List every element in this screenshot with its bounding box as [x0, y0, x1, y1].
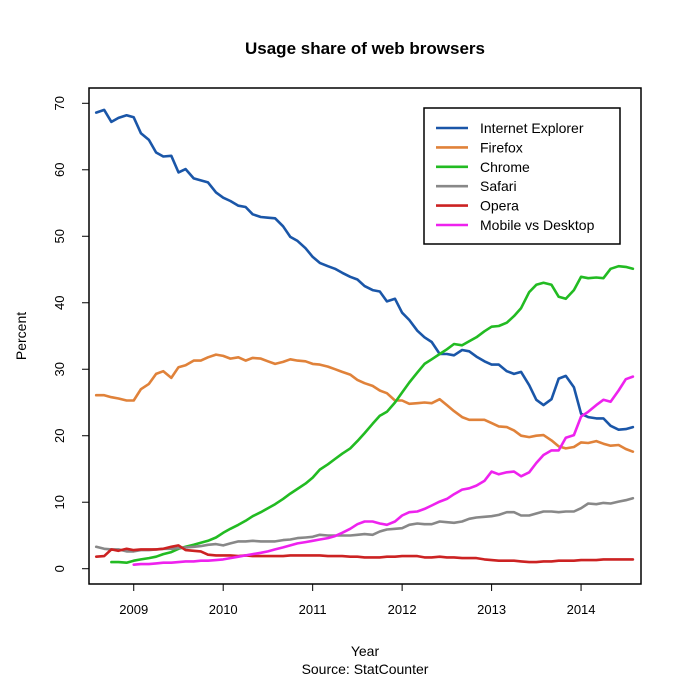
- series-line-chrome: [110, 264, 635, 564]
- x-tick-label-2011: 2011: [299, 602, 327, 617]
- series-line-mobile-vs-desktop: [132, 375, 635, 566]
- legend: Internet Explorer Firefox Chrome Safari Oper…: [423, 107, 621, 245]
- x-tick-label-2009: 2009: [119, 602, 148, 617]
- x-tick-label-2014: 2014: [567, 602, 596, 617]
- legend-label-firefox: Firefox: [480, 139, 523, 155]
- series-line-firefox: [94, 353, 635, 453]
- x-tick-label-2010: 2010: [209, 602, 238, 617]
- y-tick-label-10: 10: [52, 495, 67, 509]
- y-axis: 0 10 20 30 40 50 60 70: [52, 96, 89, 572]
- y-tick-label-50: 50: [52, 229, 67, 243]
- y-tick-label-20: 20: [52, 428, 67, 442]
- y-tick-label-40: 40: [52, 296, 67, 310]
- plot-area: [94, 108, 635, 566]
- series-line-opera: [94, 544, 635, 564]
- x-axis-label: Year: [351, 643, 380, 659]
- plot-frame: [88, 87, 642, 585]
- y-tick-label-60: 60: [52, 163, 67, 177]
- legend-label-chrome: Chrome: [480, 159, 530, 175]
- source-caption: Source: StatCounter: [302, 661, 429, 677]
- y-axis-label: Percent: [13, 312, 29, 360]
- x-tick-label-2013: 2013: [477, 602, 506, 617]
- legend-label-internet-explorer: Internet Explorer: [480, 120, 584, 136]
- y-tick-label-70: 70: [52, 96, 67, 110]
- legend-label-safari: Safari: [480, 178, 517, 194]
- series-line-safari: [94, 496, 635, 553]
- legend-label-opera: Opera: [480, 198, 519, 214]
- x-axis: 2009 2010 2011 2012 2013 2014: [119, 584, 596, 617]
- series-line-internet-explorer: [94, 108, 635, 431]
- x-tick-label-2012: 2012: [388, 602, 417, 617]
- y-tick-label-0: 0: [52, 565, 67, 572]
- chart-title: Usage share of web browsers: [245, 39, 485, 58]
- legend-box: [423, 107, 621, 245]
- y-tick-label-30: 30: [52, 362, 67, 376]
- legend-label-mobile-vs-desktop: Mobile vs Desktop: [480, 217, 595, 233]
